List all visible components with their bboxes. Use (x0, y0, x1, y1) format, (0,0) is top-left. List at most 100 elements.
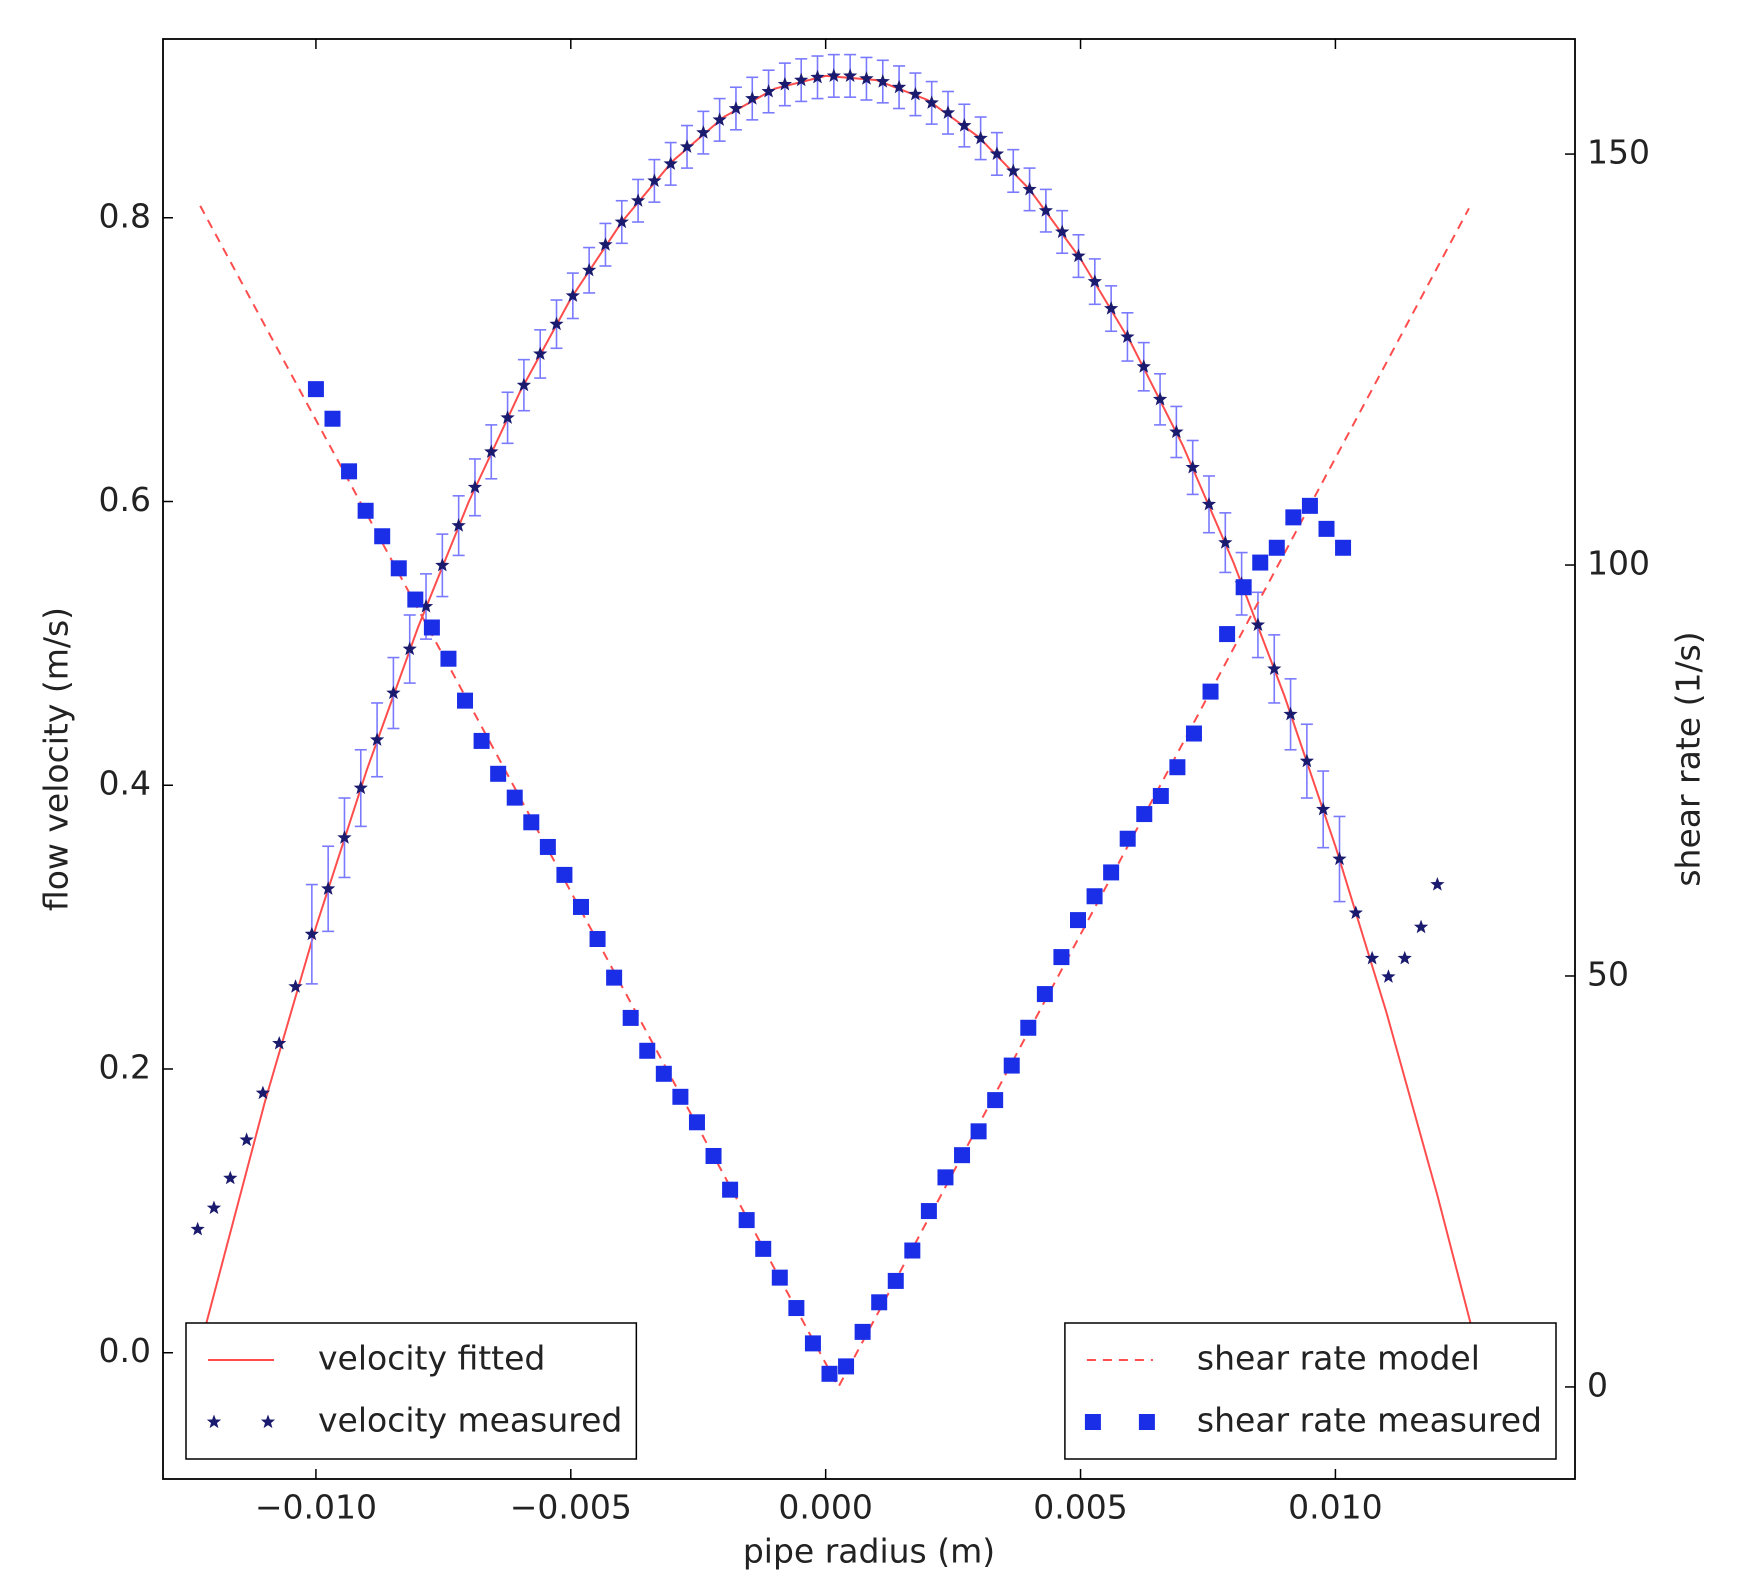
star-marker (369, 732, 385, 746)
y-tick-label: 0.4 (99, 764, 151, 803)
star-marker (598, 237, 613, 251)
legend-box (185, 1322, 638, 1460)
star-marker (418, 598, 434, 613)
square-marker (705, 1147, 722, 1164)
star-marker (1316, 801, 1331, 816)
square-marker (1119, 830, 1136, 847)
star-marker (321, 881, 336, 895)
star-marker (647, 173, 662, 187)
square-marker (970, 1123, 987, 1140)
plot-area (190, 53, 1475, 1390)
x-tick-label: 0.000 (778, 1488, 872, 1527)
star-marker (745, 91, 760, 105)
star-marker (989, 146, 1005, 160)
x-tick-label: 0.010 (1288, 1488, 1382, 1527)
star-marker (1250, 617, 1266, 631)
y2-tick-label: 50 (1587, 954, 1629, 993)
star-marker (712, 112, 727, 126)
star-marker (810, 69, 825, 84)
star-marker (402, 641, 417, 656)
star-marker (1022, 181, 1037, 196)
star-marker (1267, 661, 1282, 675)
star-marker (957, 118, 972, 132)
x-tick-label: −0.005 (510, 1488, 632, 1527)
star-marker (288, 979, 303, 993)
square-marker (1152, 787, 1169, 804)
star-marker (1120, 329, 1135, 343)
star-marker (500, 410, 515, 424)
square-marker (1301, 497, 1318, 514)
square-marker (490, 765, 507, 782)
star-marker (1136, 359, 1151, 373)
square-marker (771, 1269, 788, 1286)
square-marker (1185, 725, 1202, 742)
square-marker (539, 838, 556, 855)
star-marker (875, 74, 890, 88)
x-tick-label: 0.005 (1033, 1488, 1127, 1527)
square-marker (622, 1009, 639, 1026)
star-marker (1299, 753, 1315, 768)
square-marker (937, 1169, 954, 1186)
star-marker (255, 1085, 271, 1100)
legend-label: velocity measured (318, 1401, 622, 1440)
square-marker (788, 1300, 805, 1317)
star-marker (260, 1414, 276, 1429)
square-marker (1086, 888, 1103, 905)
square-marker (854, 1323, 871, 1340)
star-marker (1038, 203, 1054, 217)
square-marker (1169, 759, 1186, 776)
square-marker (1053, 949, 1070, 966)
star-marker (630, 193, 646, 207)
square-marker (341, 463, 358, 480)
star-marker (663, 156, 678, 170)
square-marker (556, 866, 573, 883)
square-marker (1084, 1414, 1101, 1430)
star-marker (1397, 950, 1412, 965)
square-marker (887, 1272, 904, 1289)
square-marker (1202, 683, 1219, 700)
square-marker (672, 1088, 689, 1105)
star-marker (1104, 301, 1119, 315)
square-marker (804, 1335, 821, 1352)
star-marker (777, 76, 793, 91)
square-marker (324, 410, 341, 427)
star-marker (467, 479, 483, 494)
star-marker (1283, 706, 1298, 721)
star-marker (1381, 969, 1396, 983)
square-marker (440, 650, 457, 667)
star-marker (859, 71, 874, 85)
square-marker (457, 692, 474, 709)
star-marker (353, 780, 368, 795)
square-marker (407, 591, 424, 608)
y2-tick-label: 150 (1587, 133, 1650, 172)
square-marker (307, 381, 324, 398)
star-marker (826, 68, 841, 82)
star-marker (1364, 950, 1380, 965)
star-marker (1413, 919, 1429, 934)
star-marker (1332, 851, 1347, 866)
star-marker (696, 125, 711, 139)
star-marker (1430, 877, 1445, 891)
star-marker (908, 86, 923, 101)
square-marker (589, 931, 606, 947)
square-marker (1003, 1057, 1020, 1074)
square-marker (1285, 509, 1302, 526)
star-marker (484, 444, 499, 458)
square-marker (1335, 539, 1352, 556)
star-marker (533, 346, 548, 361)
square-marker (374, 528, 391, 545)
star-marker (1006, 163, 1021, 178)
square-marker (572, 898, 589, 915)
y2-axis-label: shear rate (1/s) (1669, 631, 1708, 886)
y-tick-label: 0.6 (99, 480, 151, 519)
square-marker (755, 1240, 772, 1257)
legend-label: shear rate measured (1197, 1401, 1542, 1440)
square-marker (1103, 864, 1120, 881)
square-marker (987, 1092, 1004, 1109)
square-marker (423, 619, 440, 636)
square-marker (357, 502, 374, 519)
star-marker (206, 1200, 222, 1215)
star-marker (190, 1221, 205, 1236)
star-marker (924, 95, 939, 109)
square-marker (821, 1365, 838, 1382)
